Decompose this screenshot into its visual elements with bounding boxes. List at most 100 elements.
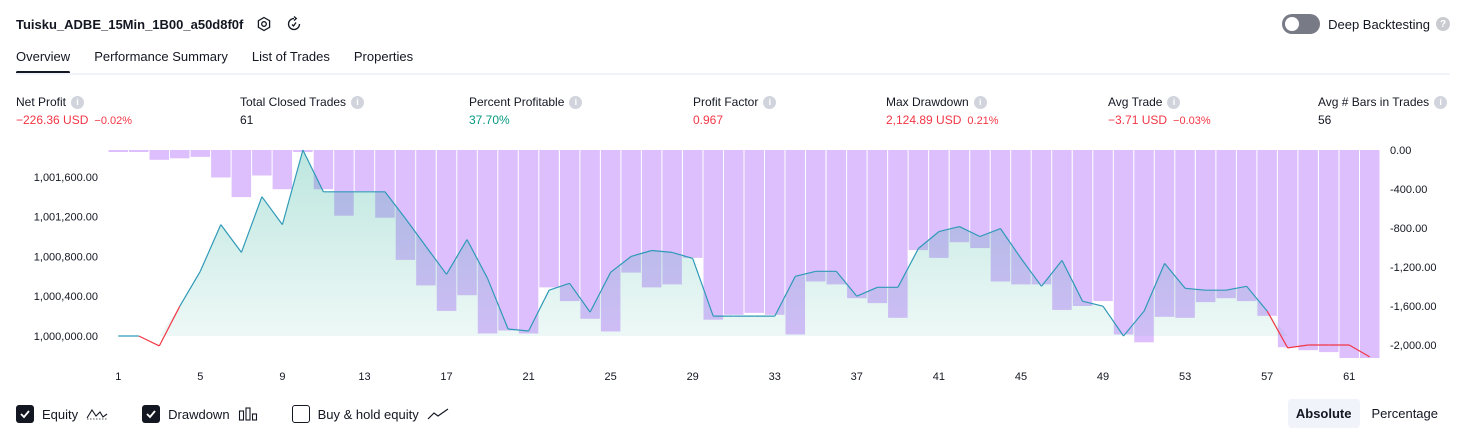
- tab-performance-summary[interactable]: Performance Summary: [94, 49, 228, 64]
- deep-backtesting-toggle[interactable]: [1282, 14, 1321, 34]
- drawdown-bar: [662, 150, 682, 285]
- equity-line-segment: [384, 191, 406, 219]
- info-icon[interactable]: i: [973, 95, 987, 109]
- drawdown-bar: [518, 150, 539, 334]
- equity-line-segment: [569, 282, 591, 313]
- legend-equity[interactable]: Equity: [16, 405, 108, 423]
- stat-value: −226.36 USD: [16, 113, 89, 127]
- tabs-divider: [16, 73, 1450, 75]
- right-axis-tick: -800.00: [1390, 223, 1427, 235]
- drawdown-bar: [1236, 150, 1257, 302]
- tab-properties[interactable]: Properties: [353, 49, 414, 64]
- drawdown-bar: [1277, 150, 1298, 348]
- info-icon[interactable]: i: [71, 95, 85, 109]
- drawdown-bar: [1360, 150, 1380, 358]
- drawdown-bar: [129, 150, 149, 152]
- buy-hold-line-icon: [427, 407, 449, 421]
- drawdown-bar: [683, 150, 703, 258]
- info-icon[interactable]: i: [763, 95, 777, 109]
- equity-line-segment: [651, 249, 673, 253]
- x-axis-tick: 37: [851, 371, 863, 383]
- info-icon[interactable]: i: [351, 95, 365, 109]
- tab-list-of-trades[interactable]: List of Trades: [251, 49, 330, 64]
- report-tabs: Overview Performance Summary List of Tra…: [16, 44, 437, 74]
- equity-line-segment: [1143, 263, 1166, 312]
- equity-line-segment: [179, 270, 201, 307]
- equity-line-segment: [425, 246, 447, 275]
- percentage-button[interactable]: Percentage: [1371, 406, 1439, 421]
- stat-value: 56: [1318, 113, 1332, 127]
- stat-avg-trade: Avg Trade i −3.71 USD −0.03%: [1108, 94, 1211, 129]
- x-axis-tick: 53: [1179, 371, 1191, 383]
- drawdown-bar: [211, 150, 231, 178]
- info-icon[interactable]: i: [1167, 95, 1181, 109]
- drawdown-bar: [970, 150, 990, 249]
- x-axis-tick: 57: [1261, 371, 1273, 383]
- equity-line-segment: [672, 251, 693, 259]
- x-axis-tick: 61: [1343, 371, 1355, 383]
- equity-line-segment: [199, 224, 222, 272]
- help-icon[interactable]: ?: [1436, 17, 1450, 31]
- stat-avg-bars-in-trades: Avg # Bars in Trades i 56: [1318, 94, 1448, 129]
- settings-icon[interactable]: [255, 15, 273, 33]
- drawdown-checkbox[interactable]: [142, 405, 161, 423]
- stat-label: Profit Factor: [693, 95, 759, 109]
- drawdown-bar: [170, 150, 190, 159]
- equity-line-segment: [938, 226, 960, 233]
- drawdown-bar: [1072, 150, 1093, 306]
- left-axis-tick: 1,001,600.00: [34, 172, 98, 184]
- drawdown-bar: [559, 150, 580, 302]
- equity-line-segment: [774, 276, 796, 317]
- tab-overview[interactable]: Overview: [16, 44, 71, 74]
- drawdown-bar: [908, 150, 929, 251]
- drawdown-bar: [108, 150, 128, 152]
- equity-line-segment: [631, 249, 652, 257]
- drawdown-bar: [806, 150, 826, 282]
- info-icon[interactable]: i: [569, 95, 583, 109]
- drawdown-bar: [621, 150, 641, 273]
- left-axis-tick: 1,000,400.00: [34, 291, 98, 303]
- equity-line-segment: [1000, 228, 1022, 259]
- strategy-title: Tuisku_ADBE_15Min_1B00_a50d8f0f: [16, 16, 244, 32]
- stat-max-drawdown: Max Drawdown i 2,124.89 USD 0.21%: [886, 94, 999, 129]
- drawdown-bar: [190, 150, 211, 157]
- stat-profit-factor: Profit Factor i 0.967: [693, 94, 777, 129]
- x-axis-tick: 49: [1097, 371, 1109, 383]
- x-axis-tick: 9: [279, 371, 285, 383]
- equity-line-segment: [528, 289, 550, 332]
- absolute-button[interactable]: Absolute: [1287, 399, 1360, 428]
- x-axis-tick: 13: [358, 371, 370, 383]
- deep-backtesting-label: Deep Backtesting: [1328, 16, 1430, 32]
- drawdown-bar: [949, 150, 970, 243]
- refresh-alert-icon[interactable]: [285, 15, 303, 33]
- drawdown-bar: [1298, 150, 1318, 351]
- stat-label: Max Drawdown: [886, 95, 969, 109]
- legend-buy-hold[interactable]: Buy & hold equity: [291, 405, 449, 423]
- stat-percent: −0.02%: [94, 115, 133, 127]
- x-axis-tick: 25: [604, 371, 616, 383]
- equity-line-segment: [405, 218, 427, 247]
- scale-toggle: Absolute Percentage: [1284, 399, 1446, 428]
- equity-line-segment: [1041, 260, 1063, 287]
- equity-line-segment: [220, 224, 242, 253]
- drawdown-bar: [847, 150, 867, 299]
- chart-legend: Equity Drawdown Buy & hold equity: [16, 403, 483, 425]
- x-axis-tick: 17: [440, 371, 452, 383]
- drawdown-bar: [272, 150, 293, 190]
- equity-line-segment: [281, 149, 304, 225]
- equity-checkbox[interactable]: [16, 405, 34, 423]
- right-axis-tick: -1,200.00: [1390, 262, 1436, 274]
- legend-drawdown[interactable]: Drawdown: [142, 405, 257, 423]
- stat-percent-profitable: Percent Profitable i 37.70%: [469, 94, 583, 129]
- legend-label: Equity: [42, 406, 79, 422]
- equity-line-segment: [302, 149, 324, 193]
- equity-line-segment: [795, 270, 816, 277]
- drawdown-bar: [539, 150, 559, 288]
- stat-value: −3.71 USD: [1108, 113, 1168, 127]
- equity-line-segment: [261, 196, 283, 225]
- info-icon[interactable]: i: [1434, 95, 1448, 109]
- equity-line-segment: [466, 239, 489, 279]
- equity-drawdown-chart[interactable]: 1,001,600.00 1,001,200.00 1,000,800.00 1,00…: [0, 140, 1466, 396]
- buy-hold-checkbox[interactable]: [291, 405, 310, 423]
- x-axis-tick: 29: [687, 371, 699, 383]
